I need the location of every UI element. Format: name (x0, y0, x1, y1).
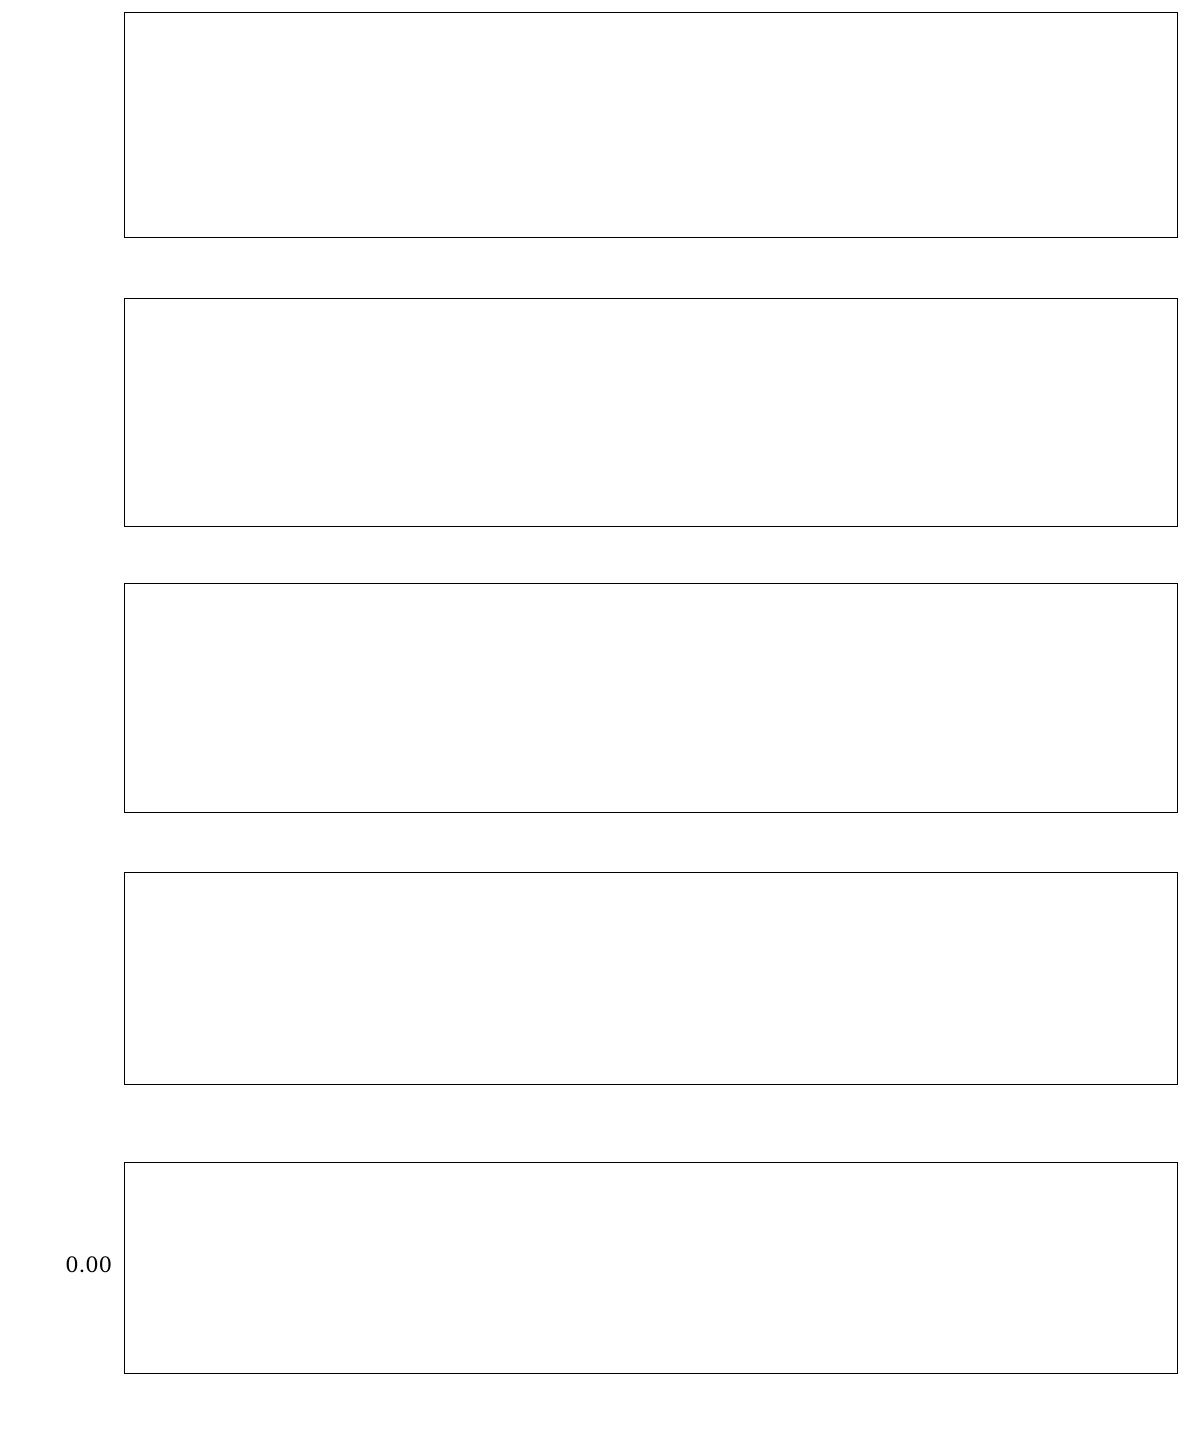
energy-plot-area (124, 583, 1178, 813)
wind-x-axis (0, 533, 1194, 579)
energy-series-svg (125, 584, 1177, 812)
panel-precip (0, 860, 1194, 1140)
panel-wind (0, 290, 1194, 580)
snow-ytick-label: 0.00 (65, 1253, 112, 1277)
temperature-x-axis (0, 244, 1194, 290)
panel-temperature (0, 0, 1194, 290)
temperature-day-of-week-row (0, 14, 1194, 42)
panel-snow-height (0, 1155, 1194, 1440)
energy-x-axis (0, 819, 1194, 865)
wind-plot-area (124, 298, 1178, 527)
panel-energy-fluxes (0, 575, 1194, 865)
precip-x-axis (0, 1091, 1194, 1137)
snow-day-of-week-row (0, 1323, 1194, 1351)
precip-plot-area (124, 872, 1178, 1085)
temperature-series-svg (125, 13, 1177, 237)
temperature-plot-area (124, 12, 1178, 238)
precip-series-svg (125, 873, 1177, 1084)
snow-plot-area (124, 1162, 1178, 1374)
wind-series-svg (125, 299, 1177, 526)
